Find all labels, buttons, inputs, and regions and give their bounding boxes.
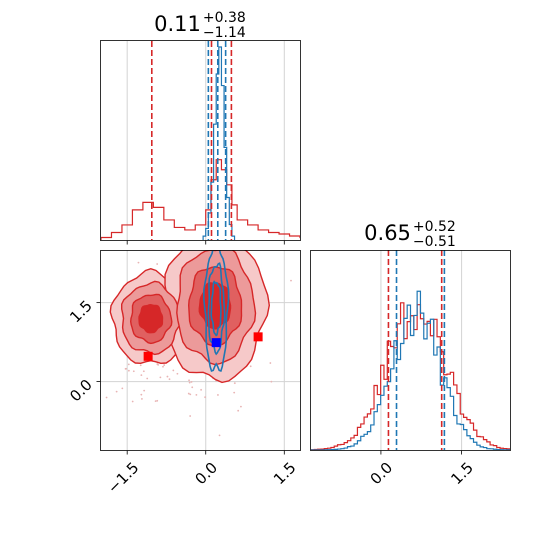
marginal-x-title-median: 0.11 bbox=[154, 12, 201, 36]
joint-sample-point bbox=[156, 363, 159, 365]
joint-xtick-label-2: 1.5 bbox=[270, 459, 300, 489]
marginal-x-quantiles bbox=[150, 41, 233, 240]
joint-sample-point bbox=[187, 392, 190, 395]
joint-sample-point bbox=[204, 396, 206, 399]
marginal-y-title-upper: +0.52 bbox=[413, 219, 456, 235]
joint-sample-point bbox=[290, 279, 292, 282]
marginal-y-title-lower: −0.51 bbox=[413, 234, 456, 250]
joint-sample-point bbox=[132, 370, 135, 373]
joint-sample-point bbox=[156, 263, 159, 265]
marginal-y-frame bbox=[310, 250, 511, 451]
joint-sample-point bbox=[270, 380, 273, 383]
joint-red-contours bbox=[97, 250, 292, 437]
joint-panel: −1.5 0.0 1.5 1.5 0.0 bbox=[66, 250, 301, 497]
marginal-x-title-lower: −1.14 bbox=[203, 25, 246, 41]
joint-sample-point bbox=[162, 365, 164, 368]
joint-ytick-label-1: 0.0 bbox=[66, 376, 96, 406]
joint-sample-point bbox=[127, 363, 130, 366]
marginal-x-frame bbox=[100, 40, 301, 241]
joint-sample-point bbox=[137, 261, 140, 264]
marginal-y-grid bbox=[380, 250, 463, 450]
marginal-x-grid bbox=[126, 41, 285, 240]
joint-sample-point bbox=[115, 390, 118, 393]
joint-xtick-label-0: −1.5 bbox=[104, 459, 142, 497]
joint-sample-point bbox=[142, 370, 145, 373]
joint-sample-point bbox=[189, 393, 192, 396]
joint-sample-point bbox=[233, 382, 236, 385]
joint-yticks: 1.5 0.0 bbox=[66, 297, 101, 406]
joint-marker-0 bbox=[143, 351, 153, 361]
joint-sample-point bbox=[105, 396, 108, 399]
joint-sample-point bbox=[240, 405, 242, 408]
joint-sample-point bbox=[140, 374, 143, 377]
joint-sample-point bbox=[176, 372, 179, 375]
joint-sample-point bbox=[233, 391, 236, 394]
joint-sample-point bbox=[121, 387, 124, 390]
joint-sample-point bbox=[139, 364, 142, 367]
joint-sample-point bbox=[146, 377, 149, 380]
joint-sample-point bbox=[154, 400, 157, 403]
joint-frame bbox=[100, 250, 301, 451]
joint-sample-point bbox=[166, 375, 169, 378]
marginal-x-title-upper: +0.38 bbox=[203, 10, 246, 26]
marginal-y-xtick-label-0: 0.0 bbox=[367, 459, 397, 489]
marginal-y-panel: 0.0 1.5 0.65 +0.52 −0.51 bbox=[310, 219, 511, 489]
joint-blue-contour-2 bbox=[210, 280, 222, 337]
joint-sample-point bbox=[97, 344, 99, 346]
joint-sample-point bbox=[163, 364, 166, 366]
joint-xticks: −1.5 0.0 1.5 bbox=[104, 450, 300, 497]
marginal-y-xticks: 0.0 1.5 bbox=[367, 450, 477, 489]
joint-sample-point bbox=[195, 393, 198, 396]
joint-markers bbox=[143, 332, 263, 361]
joint-marker-2 bbox=[253, 332, 263, 342]
joint-sample-point bbox=[218, 434, 221, 437]
joint-sample-point bbox=[269, 362, 272, 364]
joint-sample-point bbox=[168, 378, 171, 381]
marginal-y-blue-histogram bbox=[311, 290, 510, 450]
marginal-y-title: 0.65 bbox=[364, 221, 411, 245]
marginal-y-title-median: 0.65 bbox=[364, 221, 411, 245]
marginal-x-panel: 0.11 +0.38 −1.14 bbox=[100, 10, 301, 245]
joint-sample-point bbox=[217, 394, 219, 396]
joint-sample-point bbox=[190, 381, 193, 383]
joint-sample-point bbox=[125, 367, 128, 370]
joint-red-contour-3-0 bbox=[138, 303, 164, 334]
joint-sample-point bbox=[237, 409, 240, 412]
joint-sample-point bbox=[127, 369, 130, 372]
marginal-x-ticks bbox=[126, 240, 285, 245]
joint-blue-contour-0 bbox=[202, 250, 230, 373]
joint-sample-point bbox=[200, 388, 202, 391]
joint-ytick-label-0: 1.5 bbox=[66, 297, 96, 327]
joint-marker-1 bbox=[211, 338, 221, 348]
joint-sample-point bbox=[191, 386, 194, 389]
joint-sample-point bbox=[249, 365, 252, 368]
joint-sample-point bbox=[188, 379, 190, 382]
joint-xtick-label-1: 0.0 bbox=[191, 459, 221, 489]
joint-sample-point bbox=[141, 398, 143, 400]
joint-sample-point bbox=[131, 400, 134, 403]
marginal-y-xtick-label-1: 1.5 bbox=[447, 459, 477, 489]
joint-sample-point bbox=[156, 399, 159, 402]
marginal-x-title: 0.11 bbox=[154, 12, 201, 36]
joint-sample-point bbox=[140, 393, 143, 396]
joint-sample-point bbox=[172, 369, 175, 372]
joint-sample-point bbox=[143, 389, 146, 392]
marginal-y-quantiles bbox=[387, 250, 446, 450]
marginal-y-blue-hist bbox=[311, 290, 510, 450]
joint-sample-point bbox=[159, 376, 162, 379]
joint-sample-point bbox=[189, 415, 192, 417]
joint-sample-point bbox=[188, 381, 191, 384]
